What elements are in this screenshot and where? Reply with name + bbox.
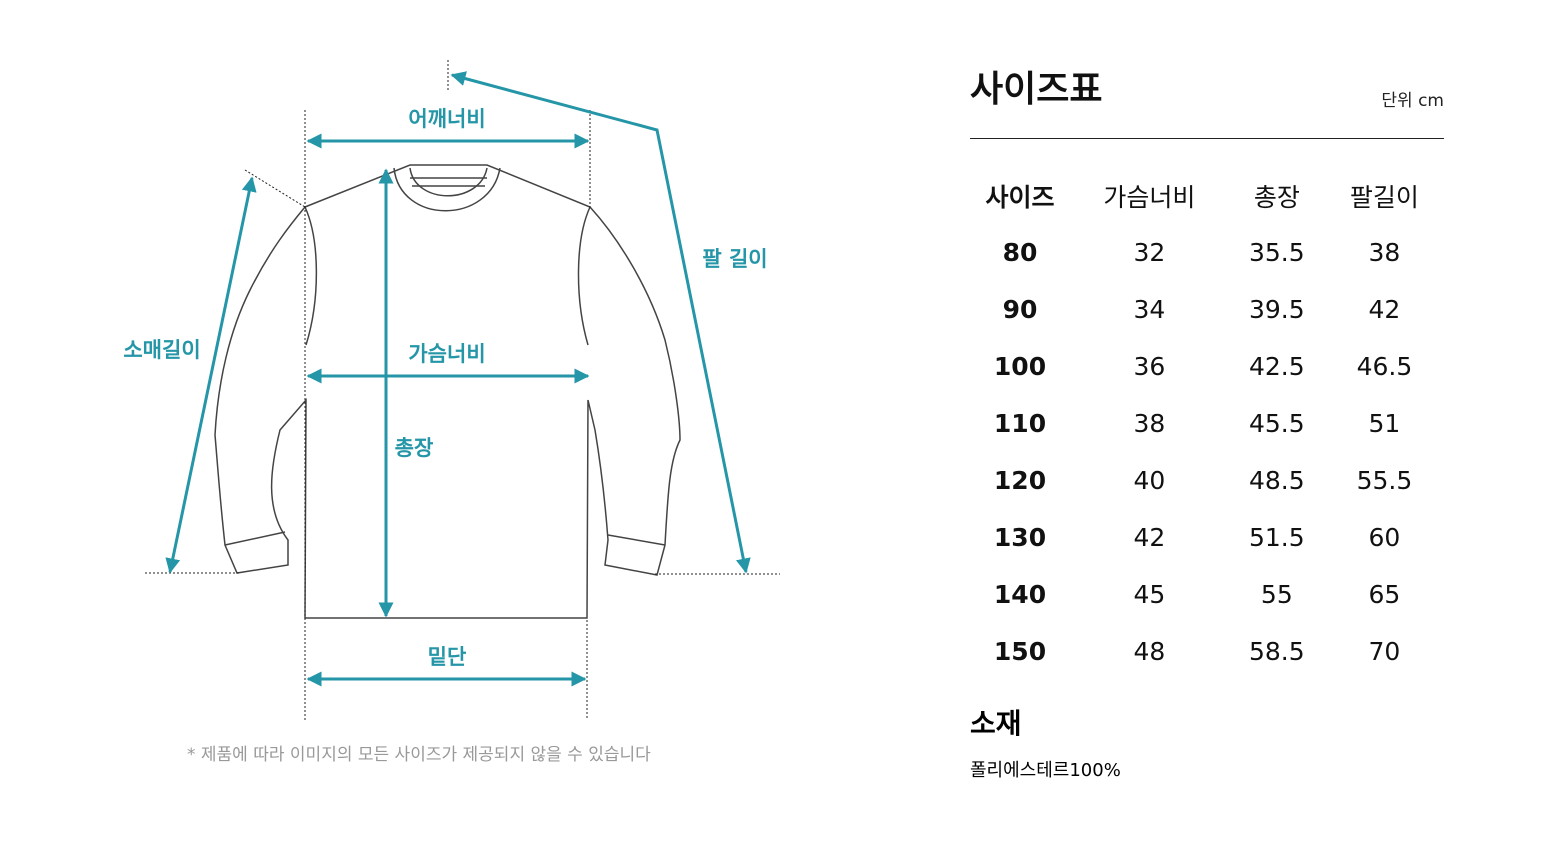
header-cell: 사이즈 xyxy=(985,182,1055,212)
page-title: 사이즈표 xyxy=(970,69,1103,110)
table-cell: 70 xyxy=(1368,637,1401,666)
table-row: 150 48 58.5 70 xyxy=(970,623,1444,680)
table-header: 사이즈 가슴너비 총장 팔길이 xyxy=(970,167,1444,224)
table-cell: 65 xyxy=(1368,580,1401,609)
table-cell: 40 xyxy=(1133,466,1166,495)
sweatshirt-outline xyxy=(214,164,681,619)
table-row: 140 45 55 65 xyxy=(970,566,1444,623)
table-cell: 60 xyxy=(1368,523,1401,552)
table-cell: 34 xyxy=(1133,295,1166,324)
table-row: 130 42 51.5 60 xyxy=(970,509,1444,566)
size-table: 사이즈 가슴너비 총장 팔길이 80 32 35.5 38 90 34 39.5 42 100 3… xyxy=(970,167,1444,680)
unit-label: 단위 cm xyxy=(1381,91,1444,111)
table-cell: 42 xyxy=(1133,523,1166,552)
table-cell: 46.5 xyxy=(1356,352,1413,381)
table-cell: 36 xyxy=(1133,352,1166,381)
table-row: 90 34 39.5 42 xyxy=(970,281,1444,338)
hem-label: 밑단 xyxy=(427,645,467,669)
table-cell: 140 xyxy=(993,580,1047,609)
table-cell: 35.5 xyxy=(1249,238,1305,267)
table-cell: 58.5 xyxy=(1249,637,1305,666)
table-cell: 39.5 xyxy=(1249,295,1305,324)
garment-diagram xyxy=(145,60,780,720)
arm-arrow xyxy=(450,71,751,574)
table-cell: 120 xyxy=(993,466,1047,495)
table-cell: 51 xyxy=(1368,409,1401,438)
table-cell: 110 xyxy=(993,409,1047,438)
table-cell: 90 xyxy=(1002,295,1038,324)
guide-lines xyxy=(145,60,780,720)
table-row: 110 38 45.5 51 xyxy=(970,395,1444,452)
table-row: 100 36 42.5 46.5 xyxy=(970,338,1444,395)
table-cell: 51.5 xyxy=(1249,523,1305,552)
length-label: 총장 xyxy=(394,436,434,460)
arm-label: 팔 길이 xyxy=(702,247,768,271)
disclaimer-note: * 제품에 따라 이미지의 모든 사이즈가 제공되지 않을 수 있습니다 xyxy=(187,745,651,765)
size-table-panel: 사이즈표 단위 cm 사이즈 가슴너비 총장 팔길이 80 32 35.5 38 90 3… xyxy=(970,60,1444,782)
table-cell: 100 xyxy=(993,352,1047,381)
table-cell: 38 xyxy=(1133,409,1166,438)
header-cell: 총장 xyxy=(1253,182,1300,212)
sleeve-label: 소매길이 xyxy=(123,338,201,362)
table-cell: 150 xyxy=(993,637,1047,666)
table-cell: 130 xyxy=(993,523,1047,552)
table-cell: 32 xyxy=(1133,238,1166,267)
table-cell: 55 xyxy=(1260,580,1293,609)
table-cell: 45 xyxy=(1133,580,1166,609)
table-cell: 48 xyxy=(1133,637,1166,666)
material-title: 소재 xyxy=(970,707,1022,740)
measure-arrows xyxy=(165,71,751,687)
shoulder-label: 어깨너비 xyxy=(408,107,486,131)
table-row: 80 32 35.5 38 xyxy=(970,224,1444,281)
table-cell: 42.5 xyxy=(1249,352,1305,381)
divider xyxy=(970,138,1444,139)
material-value: 폴리에스테르100% xyxy=(970,760,1121,781)
sleeve-arrow xyxy=(165,176,257,574)
table-cell: 45.5 xyxy=(1249,409,1305,438)
table-cell: 55.5 xyxy=(1356,466,1413,495)
table-row: 120 40 48.5 55.5 xyxy=(970,452,1444,509)
chest-label: 가슴너비 xyxy=(408,342,486,366)
table-cell: 38 xyxy=(1368,238,1401,267)
header-cell: 팔길이 xyxy=(1349,182,1419,212)
table-cell: 42 xyxy=(1368,295,1401,324)
header-cell: 가슴너비 xyxy=(1103,182,1196,212)
table-cell: 48.5 xyxy=(1249,466,1305,495)
table-cell: 80 xyxy=(1002,238,1038,267)
